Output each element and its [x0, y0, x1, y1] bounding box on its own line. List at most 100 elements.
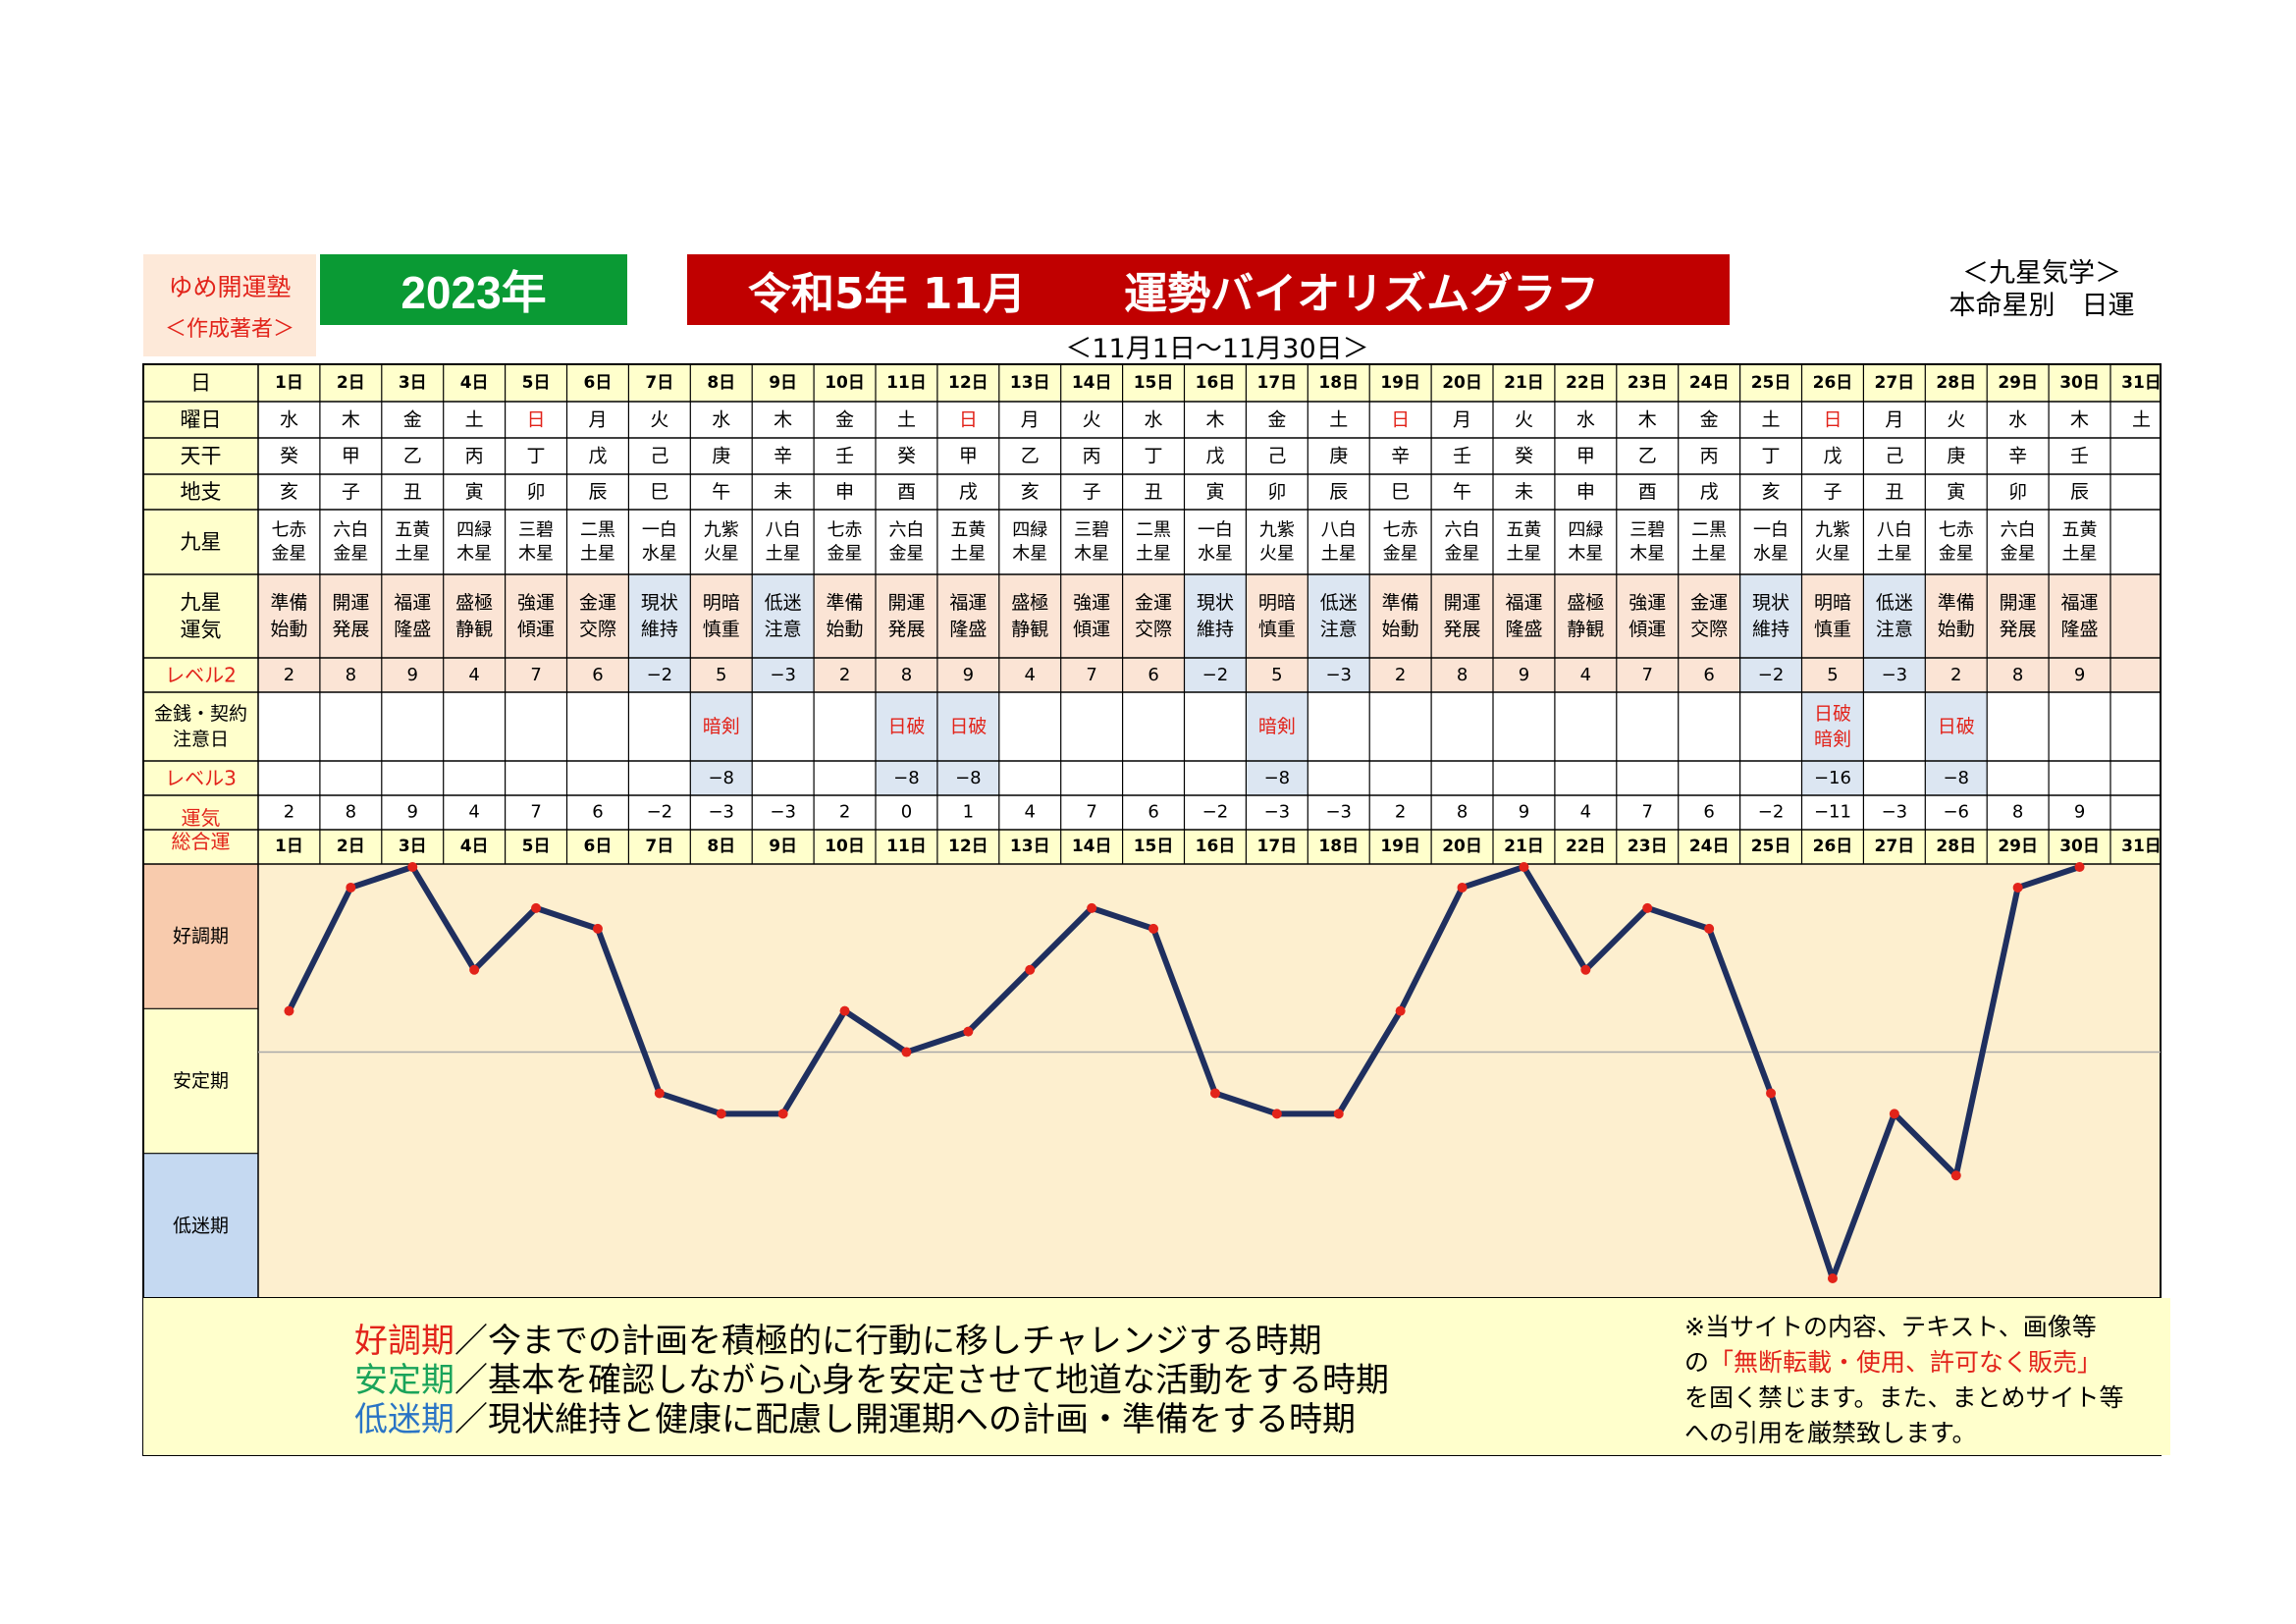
kan-cell: 戊: [1205, 446, 1224, 467]
star-cell: 二黒: [1691, 520, 1727, 541]
row-label-total: 総合運: [172, 830, 231, 853]
weekday-cell: 火: [1947, 409, 1965, 431]
level2-cell: −2: [1758, 665, 1785, 685]
day-footer-cell: 11日: [886, 837, 927, 856]
fortune-cell: 準備: [1382, 592, 1419, 614]
kan-cell: 壬: [835, 446, 854, 467]
star-cell: 木星: [1629, 544, 1665, 565]
row-label-total: 運気: [182, 806, 221, 830]
day-footer-cell: 3日: [399, 837, 427, 856]
shi-cell: 辰: [2070, 481, 2089, 503]
day-header-cell: 20日: [1442, 373, 1482, 393]
weekday-cell: 木: [2070, 409, 2089, 431]
shi-cell: 亥: [280, 481, 298, 503]
brand-author: ＜作成著者＞: [164, 317, 294, 342]
day-header-cell: 9日: [769, 373, 797, 393]
caution-cell: 日破: [1938, 716, 1975, 737]
day-header-cell: 26日: [1813, 373, 1853, 393]
weekday-cell: 金: [1267, 409, 1286, 431]
shi-cell: 卯: [527, 481, 546, 503]
day-footer-cell: 10日: [825, 837, 865, 856]
total-cell: −3: [1325, 802, 1352, 823]
fortune-cell: 明暗: [1814, 592, 1851, 614]
shi-cell: 辰: [588, 481, 607, 503]
star-cell: 四緑: [456, 520, 492, 541]
level2-cell: 5: [1271, 665, 1282, 685]
level2-cell: 6: [1703, 665, 1714, 685]
legend-low-label: 低迷期: [354, 1400, 454, 1439]
fortune-cell: 福運: [949, 592, 987, 614]
row-label-fortune: 九星: [181, 591, 222, 615]
fortune-cell: 交際: [1135, 619, 1172, 640]
weekday-cell: 金: [835, 409, 854, 431]
shi-cell: 卯: [2008, 481, 2027, 503]
fortune-cell: 準備: [1938, 592, 1975, 614]
row-label-weekday: 曜日: [181, 408, 222, 432]
star-cell: 水星: [1198, 544, 1233, 565]
total-cell: 4: [1580, 802, 1591, 823]
day-header-cell: 28日: [1936, 373, 1976, 393]
star-cell: 五黄: [2062, 520, 2098, 541]
day-header-cell: 13日: [1010, 373, 1050, 393]
star-cell: 六白: [2001, 520, 2036, 541]
day-header-cell: 1日: [275, 373, 303, 393]
fortune-cell: 準備: [827, 592, 864, 614]
level3-cell: −8: [708, 768, 734, 788]
day-footer-cell: 30日: [2059, 837, 2100, 856]
day-header-cell: 5日: [522, 373, 551, 393]
band-good: [143, 864, 258, 1009]
day-header-cell: 27日: [1875, 373, 1915, 393]
shi-cell: 亥: [1021, 481, 1040, 503]
day-header-cell: 14日: [1072, 373, 1112, 393]
low-day-highlight: [1739, 574, 1802, 692]
total-cell: −3: [1264, 802, 1291, 823]
day-footer-cell: 15日: [1134, 837, 1174, 856]
total-cell: −3: [708, 802, 734, 823]
level2-cell: −2: [647, 665, 673, 685]
fortune-cell: 明暗: [703, 592, 740, 614]
star-cell: 五黄: [1506, 520, 1541, 541]
level2-cell: 7: [1642, 665, 1653, 685]
fortune-cell: 低迷: [1876, 592, 1913, 614]
weekday-cell: 木: [342, 409, 360, 431]
day-header-cell: 4日: [460, 373, 489, 393]
day-header-cell: 10日: [825, 373, 865, 393]
data-point: [1704, 923, 1715, 934]
data-point: [346, 882, 356, 893]
kan-cell: 丙: [465, 446, 484, 467]
day-header-cell: 30日: [2059, 373, 2100, 393]
shi-cell: 辰: [1329, 481, 1348, 503]
fortune-cell: 発展: [887, 619, 925, 640]
level2-cell: 8: [1457, 665, 1468, 685]
kan-cell: 丙: [1700, 446, 1719, 467]
total-cell: 9: [407, 802, 418, 823]
data-point: [839, 1005, 850, 1016]
day-header-cell: 21日: [1504, 373, 1544, 393]
level2-cell: 6: [1148, 665, 1158, 685]
weekday-cell: 日: [527, 409, 546, 431]
fortune-cell: 注意: [1320, 619, 1358, 640]
kan-cell: 乙: [403, 446, 422, 467]
star-cell: 七赤: [828, 520, 863, 541]
level3-cell: −8: [893, 768, 920, 788]
level2-cell: 7: [1086, 665, 1096, 685]
caution-highlight: [690, 692, 753, 795]
level2-cell: 2: [284, 665, 294, 685]
kan-cell: 壬: [2070, 446, 2089, 467]
weekday-cell: 木: [1205, 409, 1224, 431]
day-footer-cell: 14日: [1072, 837, 1112, 856]
total-cell: −11: [1814, 802, 1851, 823]
fortune-cell: 福運: [1505, 592, 1542, 614]
total-cell: 2: [839, 802, 850, 823]
star-cell: 金星: [333, 544, 368, 565]
star-cell: 二黒: [1136, 520, 1171, 541]
day-footer-cell: 28日: [1936, 837, 1976, 856]
level2-cell: 9: [2074, 665, 2085, 685]
fortune-cell: 低迷: [1320, 592, 1358, 614]
total-cell: 4: [1025, 802, 1036, 823]
day-header-cell: 29日: [1998, 373, 2038, 393]
caution-cell: 日破: [887, 716, 925, 737]
fortune-cell: 維持: [641, 619, 678, 640]
day-header-cell: 2日: [337, 373, 365, 393]
subtitle-line1: ＜九星気学＞: [1962, 258, 2121, 289]
